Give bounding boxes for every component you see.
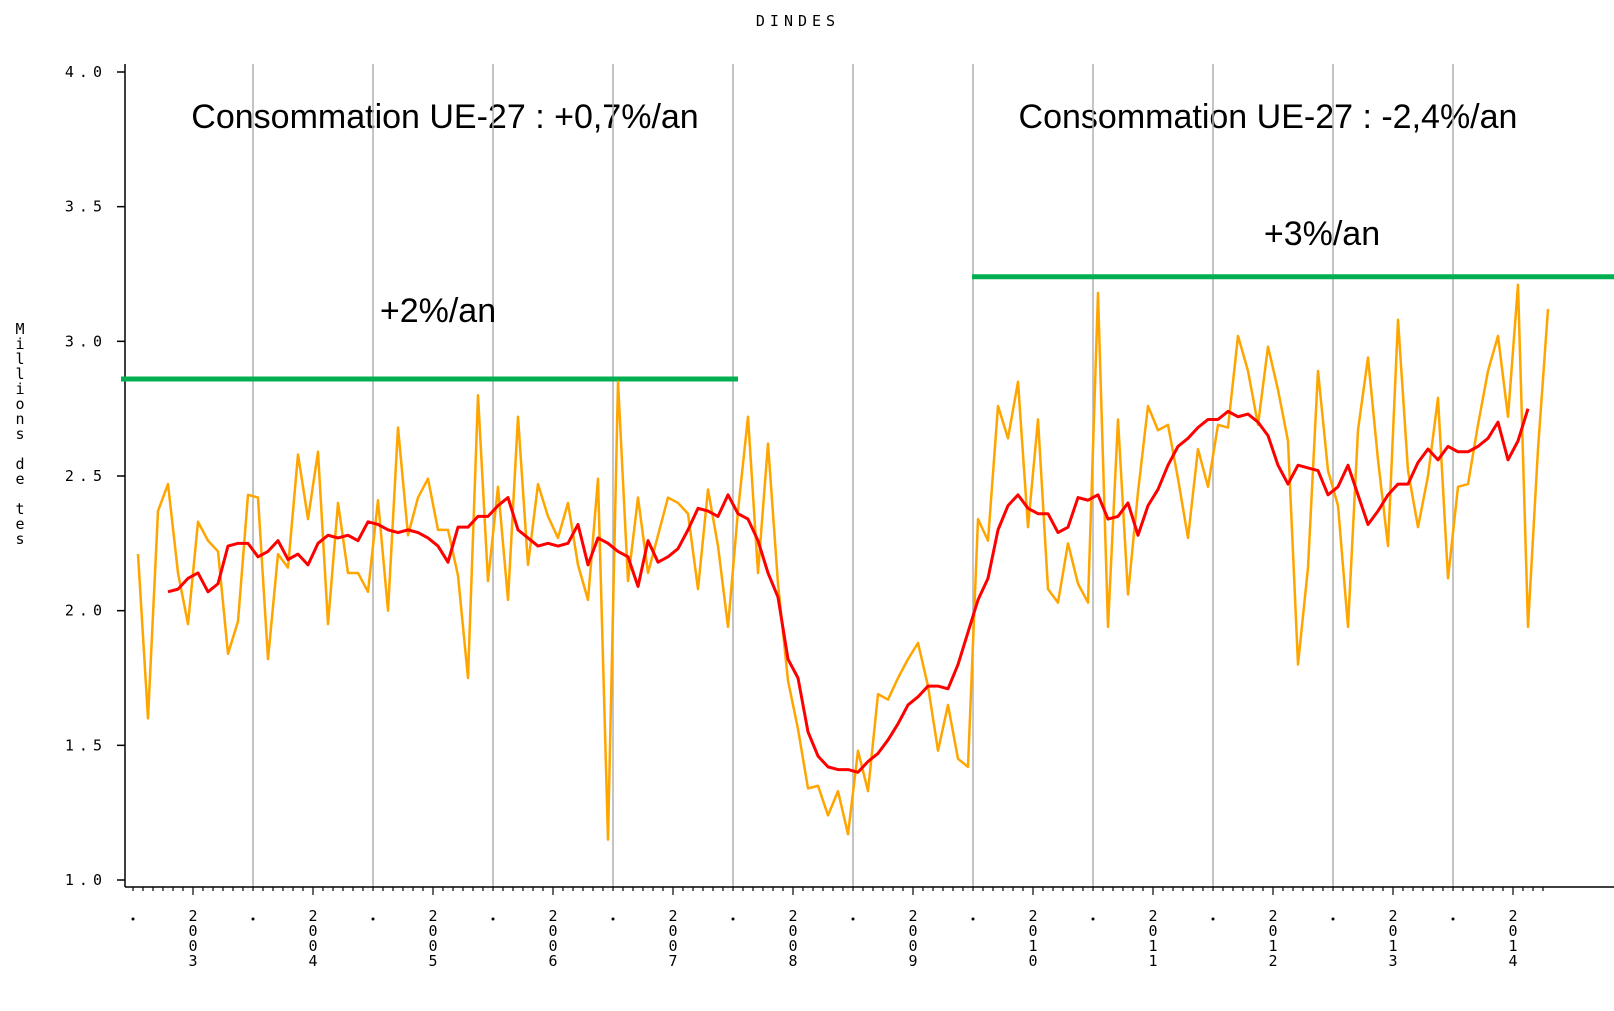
x-tick-label: 2011	[1144, 907, 1162, 967]
x-axis-dot	[1451, 917, 1455, 921]
x-axis-dot	[851, 917, 855, 921]
data-line	[167, 408, 1530, 774]
x-axis-dot	[371, 917, 375, 921]
trend-label: +3%/an	[1264, 215, 1380, 253]
y-tick-label: 2.5	[65, 467, 107, 485]
chart-title: DINDES	[756, 12, 840, 30]
y-tick-label: 4.0	[65, 63, 107, 81]
x-tick-label: 2004	[304, 907, 322, 967]
x-tick-label: 2003	[184, 907, 202, 967]
annotation: Consommation UE-27 : +0,7%/an	[191, 98, 698, 136]
annotation: Consommation UE-27 : -2,4%/an	[1019, 98, 1518, 136]
x-tick-label: 2008	[784, 907, 802, 967]
y-tick-label: 3.5	[65, 198, 107, 216]
x-tick-label: 2005	[424, 907, 442, 967]
x-tick-label: 2009	[904, 907, 922, 967]
x-axis-dot	[1331, 917, 1335, 921]
y-tick-label: 1.5	[65, 736, 107, 754]
x-axis-dot	[971, 917, 975, 921]
x-tick-label: 2010	[1024, 907, 1042, 967]
x-tick-label: 2013	[1384, 907, 1402, 967]
x-axis-dot	[611, 917, 615, 921]
x-axis-dot	[1211, 917, 1215, 921]
x-tick-label: 2007	[664, 907, 682, 967]
x-tick-label: 2006	[544, 907, 562, 967]
x-tick-label: 2012	[1264, 907, 1282, 967]
y-tick-label: 1.0	[65, 871, 107, 889]
y-tick-label: 2.0	[65, 602, 107, 620]
x-axis-dot	[1091, 917, 1095, 921]
x-axis-dot	[131, 917, 135, 921]
y-tick-label: 3.0	[65, 332, 107, 350]
x-axis-dot	[731, 917, 735, 921]
y-axis-label: Millions de tes	[11, 320, 29, 545]
x-axis-dot	[251, 917, 255, 921]
data-line	[136, 283, 1550, 841]
x-tick-label: 2014	[1504, 907, 1522, 967]
x-axis-dot	[491, 917, 495, 921]
trend-label: +2%/an	[380, 292, 496, 330]
